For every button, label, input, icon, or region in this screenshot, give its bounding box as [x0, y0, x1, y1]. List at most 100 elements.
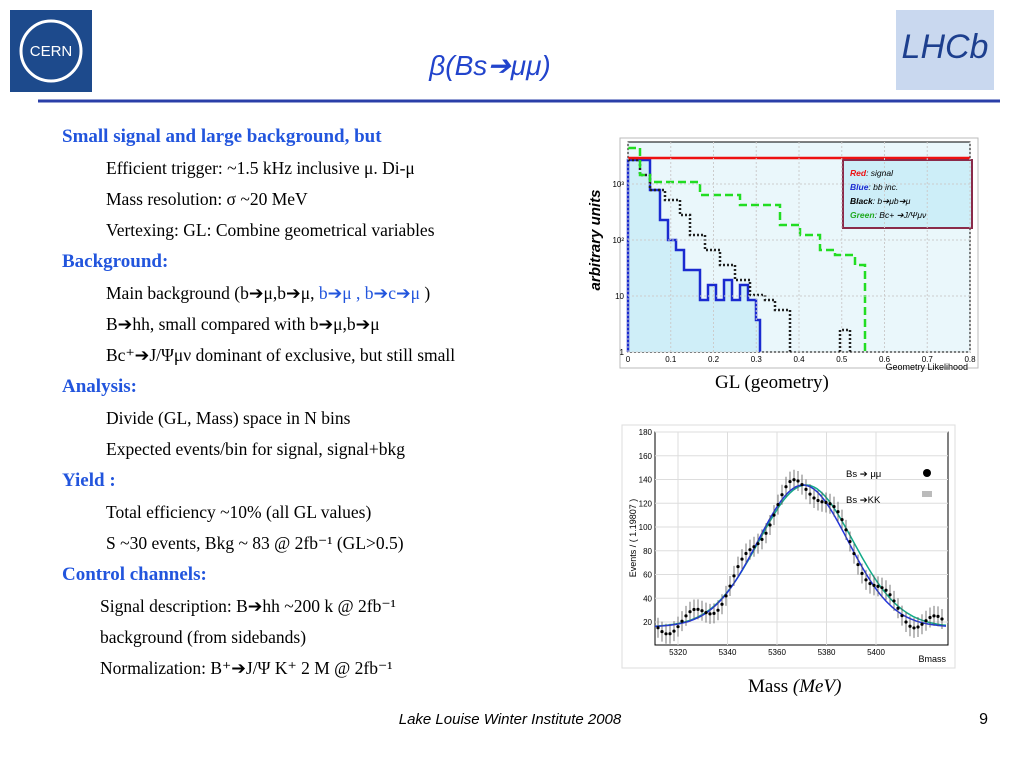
data-point	[748, 548, 752, 552]
x-tick-label: 0.2	[708, 355, 720, 364]
mass-caption: Mass (MeV)	[748, 676, 841, 698]
data-point	[736, 565, 740, 569]
mass-xlabel: Bmass	[918, 654, 946, 664]
bullet-item: Mass resolution: σ ~20 MeV	[106, 189, 308, 209]
bullet-item: Vertexing: GL: Combine geometrical varia…	[106, 220, 435, 240]
x-tick-label: 5400	[867, 648, 885, 657]
legend-key: Blue	[850, 182, 869, 192]
y-tick-label: 10³	[612, 180, 624, 189]
bullet-item: S ~30 events, Bkg ~ 83 @ 2fb⁻¹ (GL>0.5)	[106, 533, 404, 553]
data-point	[772, 513, 776, 517]
cern-ring	[19, 19, 83, 83]
legend-key: Green	[850, 210, 875, 220]
data-point	[800, 482, 804, 487]
data-point	[696, 607, 700, 611]
data-point	[832, 504, 836, 509]
data-point	[712, 611, 716, 615]
y-tick-label: 40	[643, 594, 652, 603]
data-point	[724, 594, 728, 598]
data-point	[900, 614, 904, 618]
data-point	[836, 510, 840, 514]
footer-page: 9	[979, 711, 988, 728]
gl-figure: arbitrary units Geometry Likelihood 1 10 1…	[587, 137, 979, 372]
fit-curve	[654, 484, 947, 628]
y-tick-label: 120	[639, 499, 653, 508]
data-point	[872, 583, 876, 588]
x-tick-label: 0.6	[879, 355, 891, 364]
legend-dot	[923, 469, 931, 477]
data-point	[912, 626, 916, 630]
legend-key: Red	[850, 168, 867, 178]
data-point	[664, 632, 668, 636]
mass-ylabel: Events / ( 1.19807 )	[628, 499, 638, 578]
green-curve	[628, 146, 867, 352]
blue-curve	[626, 158, 762, 352]
data-point	[700, 609, 704, 613]
y-tick-label: 60	[643, 571, 652, 580]
data-point	[708, 612, 712, 616]
black-curve	[628, 158, 852, 352]
data-point	[932, 614, 936, 618]
bullet-item: Main background (b➔μ,b➔μ, b➔μ , b➔c➔μ )	[106, 283, 430, 304]
data-point	[860, 571, 864, 576]
data-point	[864, 578, 868, 582]
mass-figure: Events / ( 1.19807 ) Bmass 20 40 60 80 100 12…	[621, 424, 956, 669]
legend-entry: Bs ➔ μμ	[846, 469, 881, 480]
legend-entry: Blue: bb inc.	[850, 182, 898, 192]
bullet-item: B➔hh, small compared with b➔μ,b➔μ	[106, 314, 380, 334]
x-tick-label: 0.7	[922, 355, 934, 364]
legend-entry: Green: Bc+ ➔J/Ψμν	[850, 210, 927, 220]
data-point	[776, 502, 780, 507]
x-tick-label: 5340	[719, 648, 737, 657]
x-tick-label: 5320	[669, 648, 687, 657]
y-tick-label: 10²	[612, 236, 624, 245]
data-point	[684, 614, 688, 618]
data-point	[844, 528, 848, 532]
data-point	[884, 588, 888, 592]
legend-desc: : Bc+ ➔J/Ψμν	[875, 210, 927, 220]
y-tick-label: 160	[639, 452, 653, 461]
data-point	[852, 551, 856, 556]
section-heading: Small signal and large background, but	[62, 126, 382, 147]
gl-ylabel: arbitrary units	[587, 190, 604, 291]
data-point	[740, 557, 744, 561]
data-point	[808, 492, 812, 496]
data-point	[728, 584, 732, 588]
x-tick-label: 0.3	[751, 355, 763, 364]
lhcb-logo	[896, 10, 994, 90]
data-point	[848, 539, 852, 544]
y-tick-label: 140	[639, 476, 653, 485]
legend-desc: : signal	[866, 168, 894, 178]
data-point	[744, 551, 748, 556]
data-point	[688, 610, 692, 614]
y-tick-label: 80	[643, 547, 652, 556]
data-point	[924, 619, 928, 623]
data-point	[760, 537, 764, 542]
gl-caption: GL (geometry)	[715, 372, 829, 393]
cern-logo	[10, 10, 92, 92]
gl-legend-box	[842, 159, 973, 229]
data-point	[804, 487, 808, 491]
data-point	[812, 496, 816, 500]
section-heading: Yield :	[62, 470, 116, 491]
lhcb-text: LHCb	[902, 28, 989, 66]
y-tick-label: 10	[615, 292, 624, 301]
data-point	[868, 581, 872, 586]
section-heading: Background:	[62, 251, 169, 272]
data-point	[784, 485, 788, 489]
data-point	[720, 602, 724, 606]
data-point	[920, 622, 924, 626]
bullet-item: Total efficiency ~10% (all GL values)	[106, 502, 372, 522]
data-point	[780, 493, 784, 497]
x-tick-label: 0.8	[964, 355, 976, 364]
data-point	[820, 500, 824, 504]
slide-title: β(Bs➔μμ)	[428, 50, 550, 81]
legend-entry: Red: signal	[850, 168, 894, 178]
data-point	[856, 562, 860, 567]
bullet-item: Expected events/bin for signal, signal+b…	[106, 439, 406, 459]
legend-entry: Bs ➔KK	[846, 495, 881, 506]
data-point	[704, 611, 708, 615]
data-point	[732, 574, 736, 578]
